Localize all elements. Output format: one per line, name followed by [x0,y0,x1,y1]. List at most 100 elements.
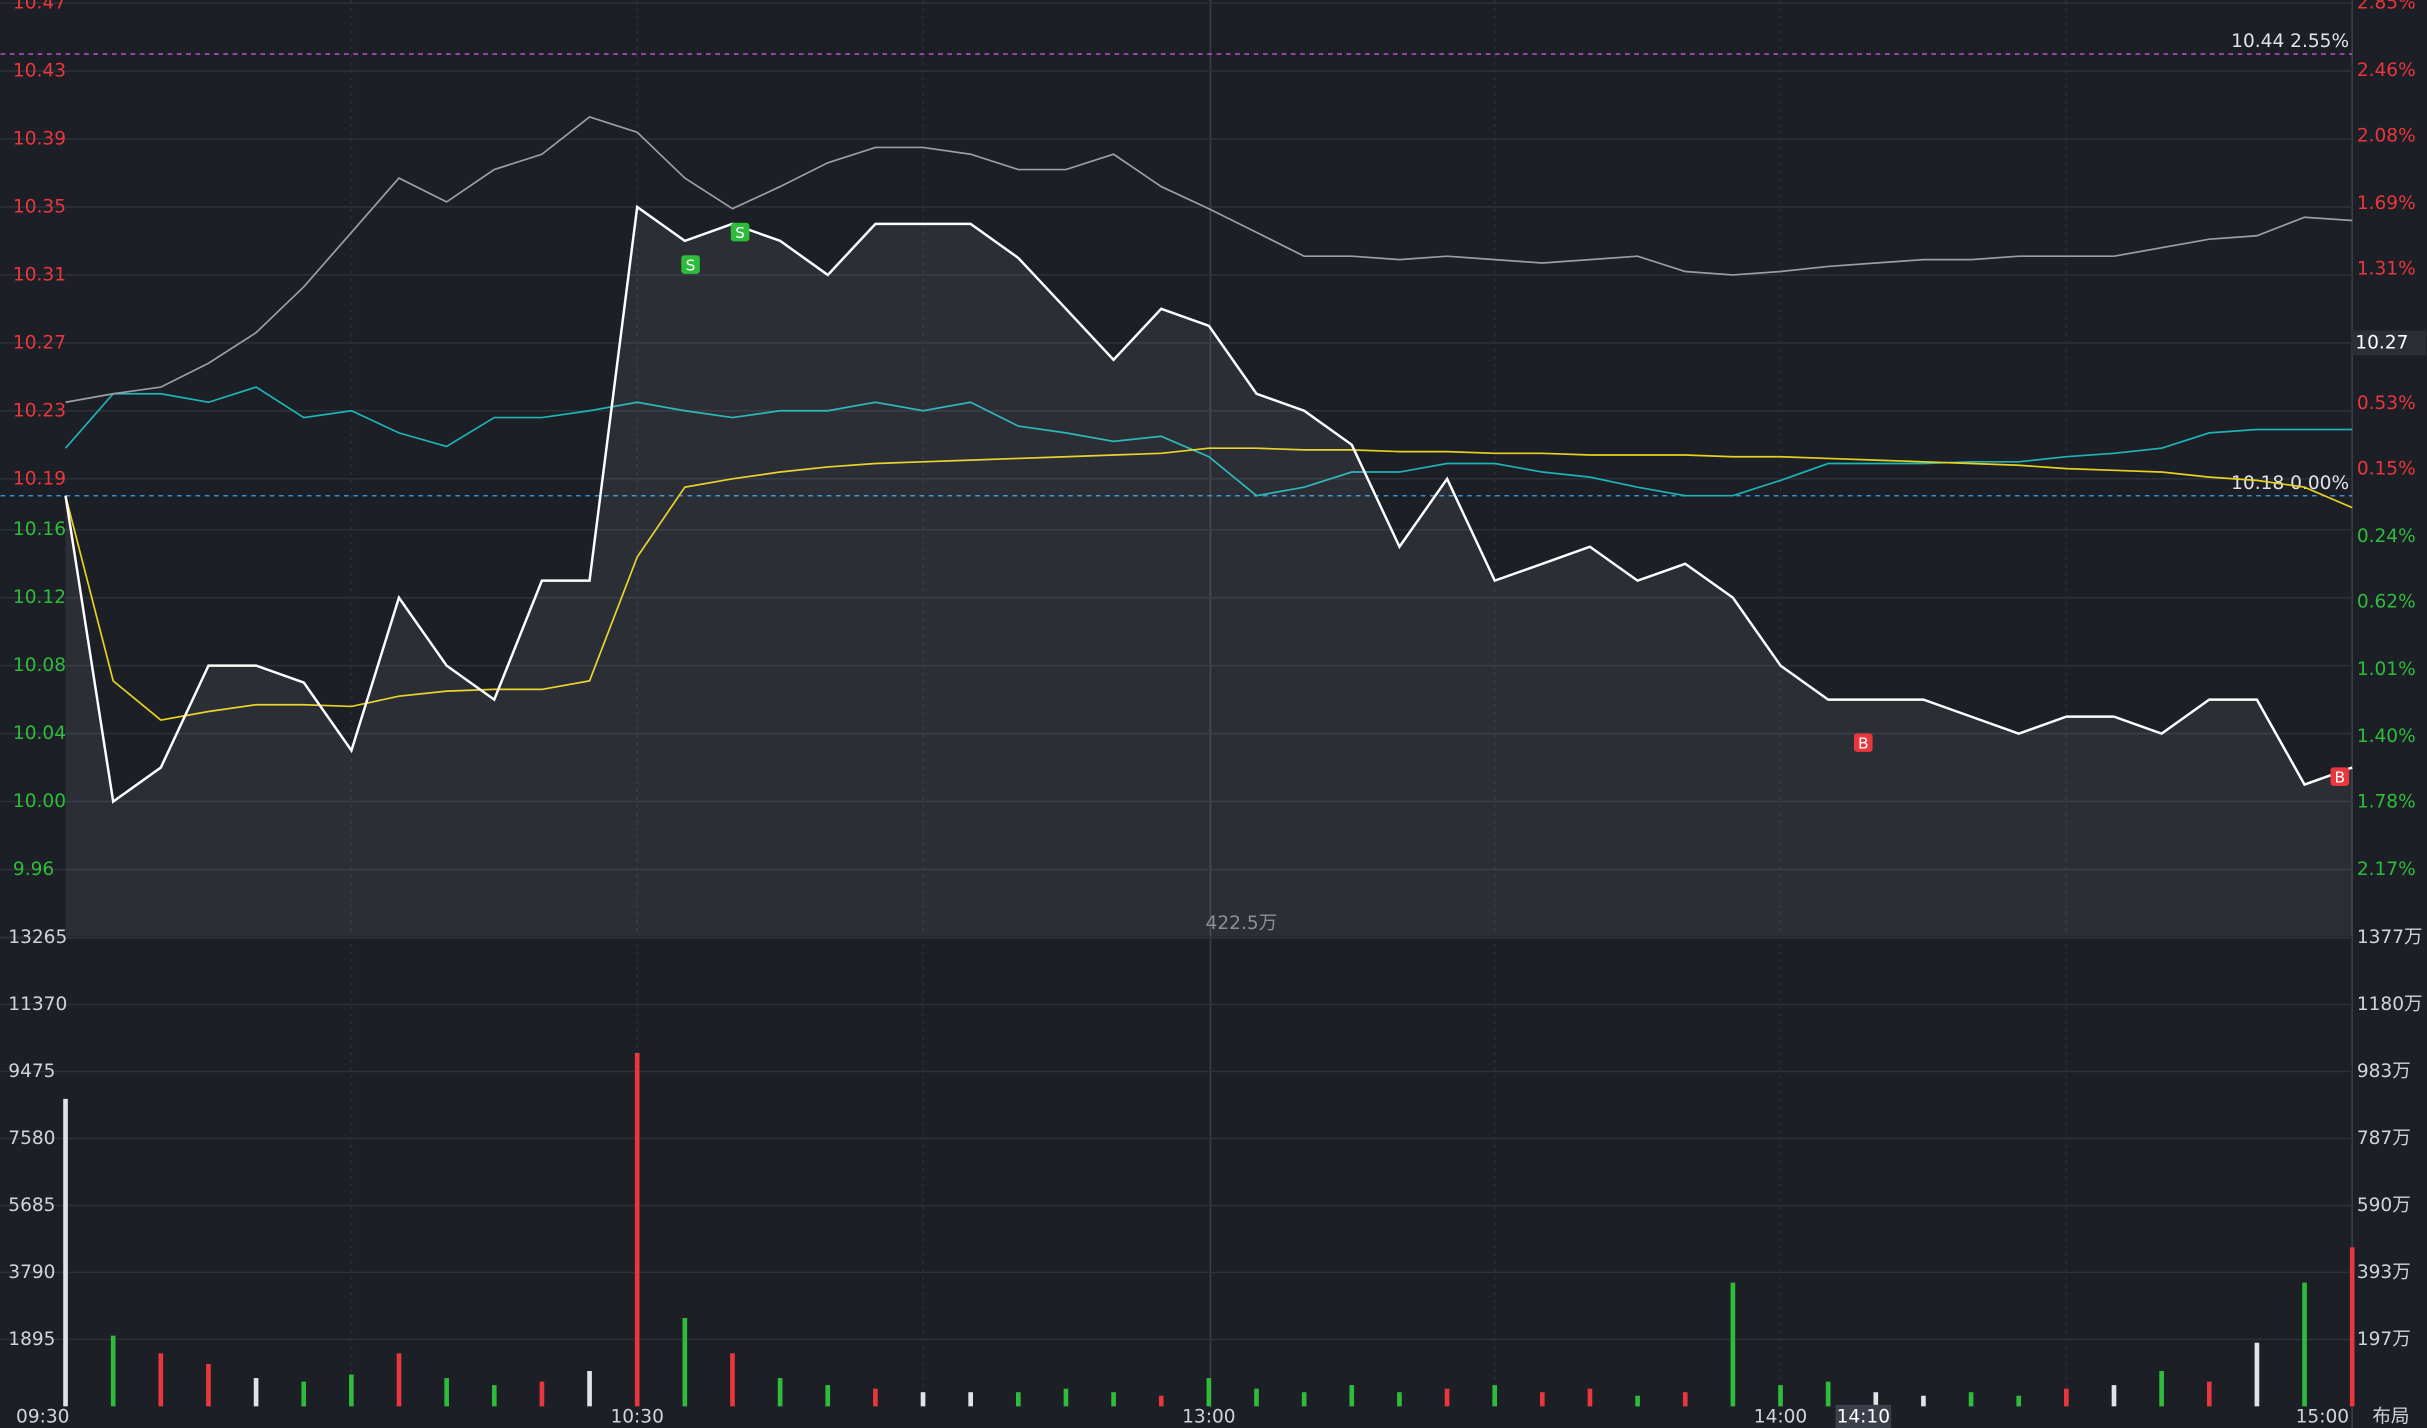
y2-tick-label: 2.17% [2357,859,2416,880]
y2-tick-label: 2.85% [2357,0,2416,14]
volume-bar [1540,1392,1545,1407]
base-label: 10.18 0.00% [2231,473,2349,494]
signal-label: B [1858,735,1869,753]
volume-bar [1397,1392,1402,1407]
y2-tick-label: 0.24% [2357,526,2416,547]
signal-marker [681,255,700,274]
volume-bar [1063,1388,1069,1407]
y-tick-label: 7580 [8,1128,55,1149]
y2-tick-label: 983万 [2357,1061,2411,1082]
y2-tick-label: 0.15% [2357,459,2416,480]
volume-bar [253,1378,259,1407]
volume-bar [1682,1392,1688,1407]
volume-bar [491,1385,497,1407]
y2-tick-label: 1.78% [2357,792,2416,813]
volume-bar [349,1374,354,1407]
series-line [64,386,2353,497]
volume-bar [2302,1282,2307,1407]
volume-bar [920,1392,926,1407]
cursor-box [1835,1404,1892,1428]
y-tick-label: 13265 [8,927,67,948]
current-label: 10.27 [2355,332,2408,353]
volume-bar [2254,1342,2260,1407]
y2-tick-label: 393万 [2357,1262,2411,1283]
volume-bar [444,1378,449,1407]
volume-bar [1206,1378,1212,1407]
signal-marker [1854,733,1873,752]
y-tick-label: 9475 [8,1061,55,1082]
y-tick-label: 10.43 [13,61,66,82]
signal-label: B [2334,769,2345,787]
y2-tick-label: 1.40% [2357,726,2416,747]
volume-bar [1492,1385,1498,1407]
volume-bar [730,1353,735,1407]
volume-bar [1254,1388,1259,1407]
y2-tick-label: 590万 [2357,1195,2411,1216]
volume-bar [1349,1385,1355,1407]
signal-marker [2330,767,2350,786]
y-tick-label: 10.27 [13,332,66,353]
volume-bar [825,1385,831,1407]
y2-tick-label: 0.53% [2357,393,2416,414]
y2-tick-label: 1180万 [2357,994,2423,1015]
high-label: 10.44 2.55% [2231,31,2349,52]
x-tick-label: 09:30 [16,1407,69,1428]
y2-tick-label: 1.31% [2357,258,2416,279]
volume-bar [1778,1385,1783,1407]
y-tick-label: 10.08 [13,655,66,676]
volume-bar [158,1353,164,1407]
signal-label: S [686,257,696,275]
y-tick-label: 11370 [8,994,67,1015]
cursor-label: 14:10 [1837,1407,1890,1428]
y-tick-label: 10.39 [13,128,66,149]
volume-bar [2111,1385,2117,1407]
volume-bar [1158,1395,1164,1407]
volume-bar [539,1381,545,1407]
volume-bar [2159,1371,2164,1407]
layout-button[interactable]: 布局 [2372,1407,2409,1428]
y-tick-label: 10.23 [13,400,66,421]
y2-tick-label: 1.69% [2357,193,2416,214]
y-tick-label: 3790 [8,1262,55,1283]
price-area [65,207,2353,937]
y2-tick-label: 0.62% [2357,591,2416,612]
volume-bar [2349,1247,2355,1407]
volume-bar [1301,1392,1307,1407]
y2-tick-label: 2.08% [2357,125,2416,146]
y-tick-label: 10.47 [13,0,66,14]
volume-bar [63,1098,68,1407]
volume-bar [396,1353,402,1407]
current-box [2352,330,2427,356]
x-tick-label: 13:00 [1182,1407,1235,1428]
y2-tick-label: 1377万 [2357,927,2423,948]
volume-bar [968,1392,973,1407]
volume-bar [1921,1395,1926,1407]
y-tick-label: 10.16 [13,519,66,540]
y2-tick-label: 1.01% [2357,659,2416,680]
volume-bar [2206,1381,2212,1407]
y-tick-label: 10.35 [13,196,66,217]
x-tick-label: 15:00 [2296,1407,2349,1428]
series-line [65,116,2353,404]
x-tick-label: 10:30 [610,1407,663,1428]
y2-tick-label: 787万 [2357,1128,2411,1149]
volume-bar [301,1381,307,1407]
volume-bar [110,1335,116,1407]
y-tick-label: 10.04 [13,723,66,744]
volume-bar [682,1317,688,1407]
volume-bar [777,1378,783,1407]
y2-tick-label: 2.46% [2357,60,2416,81]
volume-bar [1635,1395,1640,1407]
y-tick-label: 5685 [8,1195,55,1216]
volume-bar [587,1371,592,1407]
volume-annotation: 422.5万 [1206,913,1278,934]
volume-bar [1825,1381,1831,1407]
y-tick-label: 10.12 [13,587,66,608]
volume-bar [873,1388,878,1407]
series-line [64,204,2353,804]
signal-label: S [735,224,745,242]
x-tick-label: 14:00 [1754,1407,1807,1428]
